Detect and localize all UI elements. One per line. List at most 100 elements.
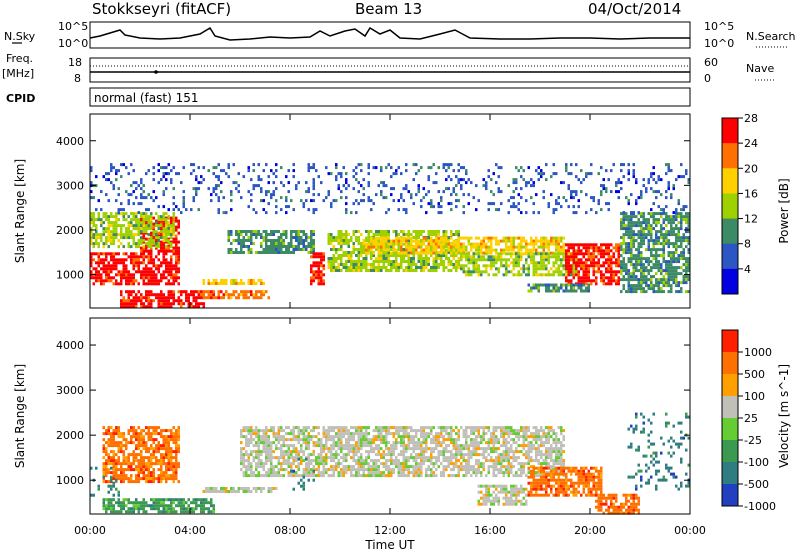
power-cell xyxy=(607,202,610,206)
velocity-cell xyxy=(130,426,133,430)
power-cell xyxy=(385,266,388,269)
velocity-cell xyxy=(127,459,130,463)
power-cell xyxy=(522,169,525,173)
power-cell xyxy=(407,236,410,240)
power-cell xyxy=(157,249,160,253)
power-cell xyxy=(127,215,130,219)
power-cell xyxy=(660,193,663,197)
power-cell xyxy=(117,258,120,262)
power-cell xyxy=(165,236,168,240)
power-cell xyxy=(160,230,163,234)
power-cell xyxy=(157,205,160,209)
power-cell xyxy=(305,239,308,242)
power-cell xyxy=(657,205,660,209)
power-cell xyxy=(320,270,323,274)
power-cell xyxy=(297,248,300,251)
power-cell xyxy=(552,283,555,287)
power-cell xyxy=(677,260,680,264)
power-cell xyxy=(160,246,163,250)
power-cell xyxy=(512,264,515,268)
power-cell xyxy=(325,166,328,170)
power-cell xyxy=(635,178,638,182)
power-cell xyxy=(545,242,548,246)
power-cell xyxy=(420,260,423,263)
velocity-cell xyxy=(302,471,305,475)
velocity-cell xyxy=(107,504,110,508)
power-cell xyxy=(680,281,683,285)
power-cell xyxy=(287,205,290,209)
power-cell xyxy=(175,225,178,229)
power-cell xyxy=(645,233,648,237)
power-cell xyxy=(142,270,145,274)
power-cell xyxy=(355,230,358,233)
power-cell xyxy=(207,293,210,297)
power-cell xyxy=(352,251,355,254)
power-cell xyxy=(480,248,483,252)
power-cell xyxy=(617,249,620,253)
power-cell xyxy=(350,211,353,215)
power-cell xyxy=(487,273,490,277)
velocity-cell xyxy=(247,441,250,445)
velocity-cell xyxy=(115,478,118,482)
velocity-cell xyxy=(107,459,110,463)
power-cell xyxy=(460,242,463,246)
power-cell xyxy=(240,248,243,251)
power-cell xyxy=(615,246,618,250)
power-cell xyxy=(605,202,608,206)
power-cell xyxy=(655,272,658,276)
power-cell xyxy=(530,242,533,246)
power-cell xyxy=(640,275,643,279)
velocity-cell xyxy=(292,438,295,442)
power-cell xyxy=(102,233,105,237)
power-cell xyxy=(527,181,530,185)
power-cell xyxy=(412,239,415,243)
power-cell xyxy=(117,245,120,249)
velocity-cell xyxy=(170,429,173,433)
velocity-cell xyxy=(95,466,98,470)
power-cell xyxy=(112,230,115,234)
power-cell xyxy=(120,233,123,237)
power-cell xyxy=(90,169,93,173)
power-cell xyxy=(615,273,618,277)
velocity-cell xyxy=(295,474,298,478)
power-cell xyxy=(360,242,363,245)
power-cell xyxy=(567,252,570,256)
velocity-cell xyxy=(152,456,155,460)
power-cell xyxy=(337,239,340,242)
power-cell xyxy=(170,181,173,185)
power-cell xyxy=(385,251,388,254)
power-cell xyxy=(572,211,575,215)
power-cell xyxy=(112,166,115,170)
velocity-cell xyxy=(245,471,248,475)
velocity-cell xyxy=(227,490,230,493)
power-cell xyxy=(355,236,358,239)
velocity-cell xyxy=(250,435,253,439)
power-cell xyxy=(162,239,165,243)
velocity-cell xyxy=(145,504,148,508)
power-cell xyxy=(487,255,490,259)
velocity-cell xyxy=(105,447,108,451)
power-cell xyxy=(160,243,163,247)
power-cell xyxy=(357,242,360,245)
power-cell xyxy=(255,236,258,239)
power-cell xyxy=(630,245,633,249)
power-cell xyxy=(482,270,485,274)
power-cell xyxy=(360,263,363,266)
power-cell xyxy=(370,236,373,240)
power-cell xyxy=(465,236,468,240)
velocity-cell xyxy=(167,507,170,511)
power-cell xyxy=(472,196,475,200)
power-cell xyxy=(145,212,148,216)
power-cell xyxy=(292,251,295,254)
velocity-cell xyxy=(110,426,113,430)
velocity-cell xyxy=(242,426,245,430)
power-cell xyxy=(110,181,113,185)
power-cell xyxy=(682,275,685,279)
power-cell xyxy=(600,249,603,253)
power-cell xyxy=(380,245,383,249)
velocity-cell xyxy=(265,459,268,463)
velocity-cell xyxy=(155,456,158,460)
power-cell xyxy=(657,284,660,288)
velocity-cell xyxy=(115,471,118,475)
velocity-cell xyxy=(282,456,285,460)
